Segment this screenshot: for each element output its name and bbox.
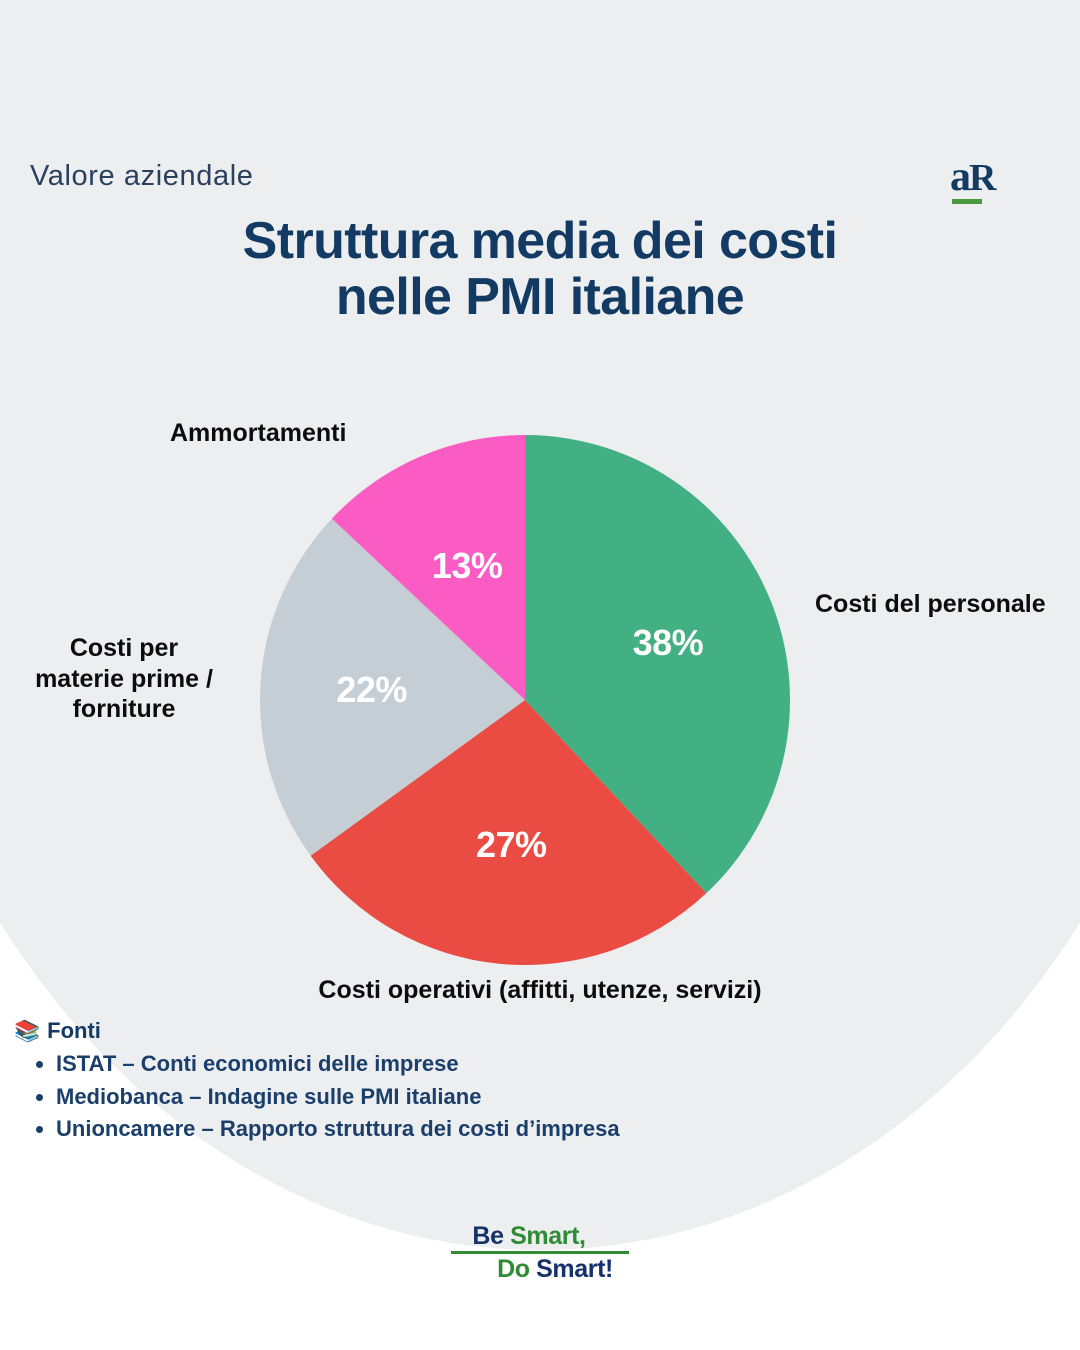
books-icon: 📚: [14, 1019, 41, 1043]
logo-monogram: aR: [950, 154, 1010, 200]
pie-slice-group: [260, 435, 790, 965]
footer-tagline: Be Smart, Do Smart!: [0, 1222, 1080, 1283]
tagline-do: Do: [497, 1255, 530, 1283]
logo-letter-r: R: [969, 157, 996, 199]
pie-slice: [525, 435, 790, 894]
pie-value-label-materie: 22%: [336, 669, 407, 711]
pie-value-label-personale: 38%: [632, 622, 704, 664]
tagline-smart-2: Smart!: [536, 1255, 613, 1283]
pie-value-label-ammortamenti: 13%: [431, 545, 503, 587]
pie-category-label-personale: Costi del personale: [815, 590, 1046, 618]
pie-category-label-materie-prime: Costi per materie prime / forniture: [35, 634, 213, 723]
sources-heading-label: Fonti: [47, 1018, 101, 1043]
tagline-be: Be: [472, 1222, 504, 1250]
brand-logo: aR: [950, 154, 1010, 209]
eyebrow-label: Valore aziendale: [30, 160, 254, 192]
source-item: Unioncamere – Rapporto struttura dei cos…: [36, 1113, 814, 1146]
pie-slice: [331, 435, 525, 700]
pie-chart-svg: [260, 435, 790, 965]
tagline-line-2: Do Smart!: [0, 1255, 1080, 1283]
sources-section: 📚 Fonti ISTAT – Conti economici delle im…: [14, 1018, 814, 1146]
pie-value-label-operativi: 27%: [476, 824, 547, 866]
source-item: Mediobanca – Indagine sulle PMI italiane: [36, 1081, 814, 1114]
logo-letter-a: a: [950, 154, 971, 200]
logo-underline-bar: [952, 199, 982, 204]
pie-slice: [260, 518, 525, 856]
tagline-line-1: Be Smart,: [0, 1222, 1080, 1250]
pie-category-label-ammortamenti: Ammortamenti: [170, 419, 347, 447]
sources-heading: 📚 Fonti: [14, 1018, 814, 1044]
page-title: Struttura media dei costi nelle PMI ital…: [242, 212, 838, 327]
source-item: ISTAT – Conti economici delle imprese: [36, 1048, 814, 1081]
tagline-divider: [451, 1251, 629, 1254]
pie-slice: [310, 700, 707, 965]
tagline-smart-1: Smart,: [510, 1222, 586, 1250]
pie-category-label-operativi: Costi operativi (affitti, utenze, serviz…: [318, 976, 762, 1004]
sources-list: ISTAT – Conti economici delle imprese Med…: [14, 1048, 814, 1146]
